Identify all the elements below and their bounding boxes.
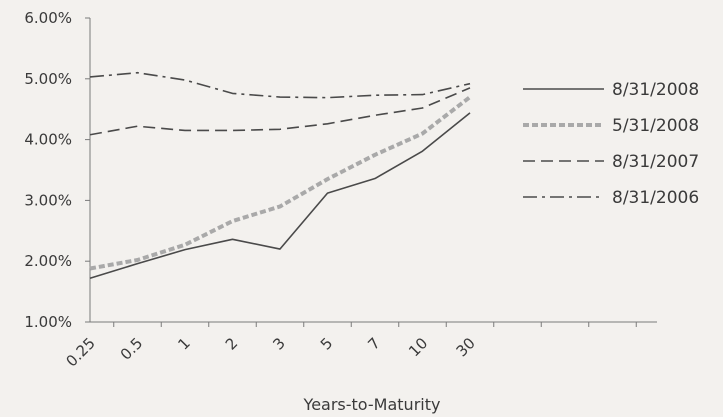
y-tick-label: 6.00% — [24, 9, 72, 27]
legend-label: 5/31/2008 — [612, 116, 699, 136]
x-tick-label: 0.5 — [117, 334, 147, 364]
y-tick-label: 5.00% — [24, 70, 72, 88]
legend-label: 8/31/2008 — [612, 80, 699, 100]
x-tick-label: 5 — [317, 334, 336, 353]
legend: 8/31/2008 5/31/2008 8/31/2007 8/31/2006 — [523, 80, 699, 208]
series-line — [89, 87, 471, 136]
legend-label: 8/31/2006 — [612, 188, 699, 208]
x-tick-label: 0.25 — [62, 334, 98, 370]
series-line — [89, 95, 472, 271]
y-tick-label: 1.00% — [24, 313, 72, 331]
x-tick-label: 1 — [174, 334, 193, 353]
series-line — [89, 71, 471, 99]
x-axis-title: Years-to-Maturity — [303, 395, 441, 414]
axes — [85, 17, 657, 327]
legend-label: 8/31/2007 — [612, 152, 699, 172]
y-tick-label: 3.00% — [24, 191, 72, 209]
series-line — [89, 112, 471, 279]
x-tick-label: 3 — [269, 334, 288, 353]
x-tick-label: 7 — [364, 334, 383, 353]
x-tick-label: 2 — [222, 334, 241, 353]
y-tick-label: 2.00% — [24, 252, 72, 270]
series-lines — [89, 71, 472, 279]
x-tick-labels: 0.25 0.5 1 2 3 5 7 10 30 — [62, 334, 478, 370]
x-tick-label: 10 — [405, 334, 431, 360]
y-tick-labels: 1.00% 2.00% 3.00% 4.00% 5.00% 6.00% — [24, 9, 72, 331]
x-tick-label: 30 — [453, 334, 479, 360]
y-tick-label: 4.00% — [24, 131, 72, 149]
